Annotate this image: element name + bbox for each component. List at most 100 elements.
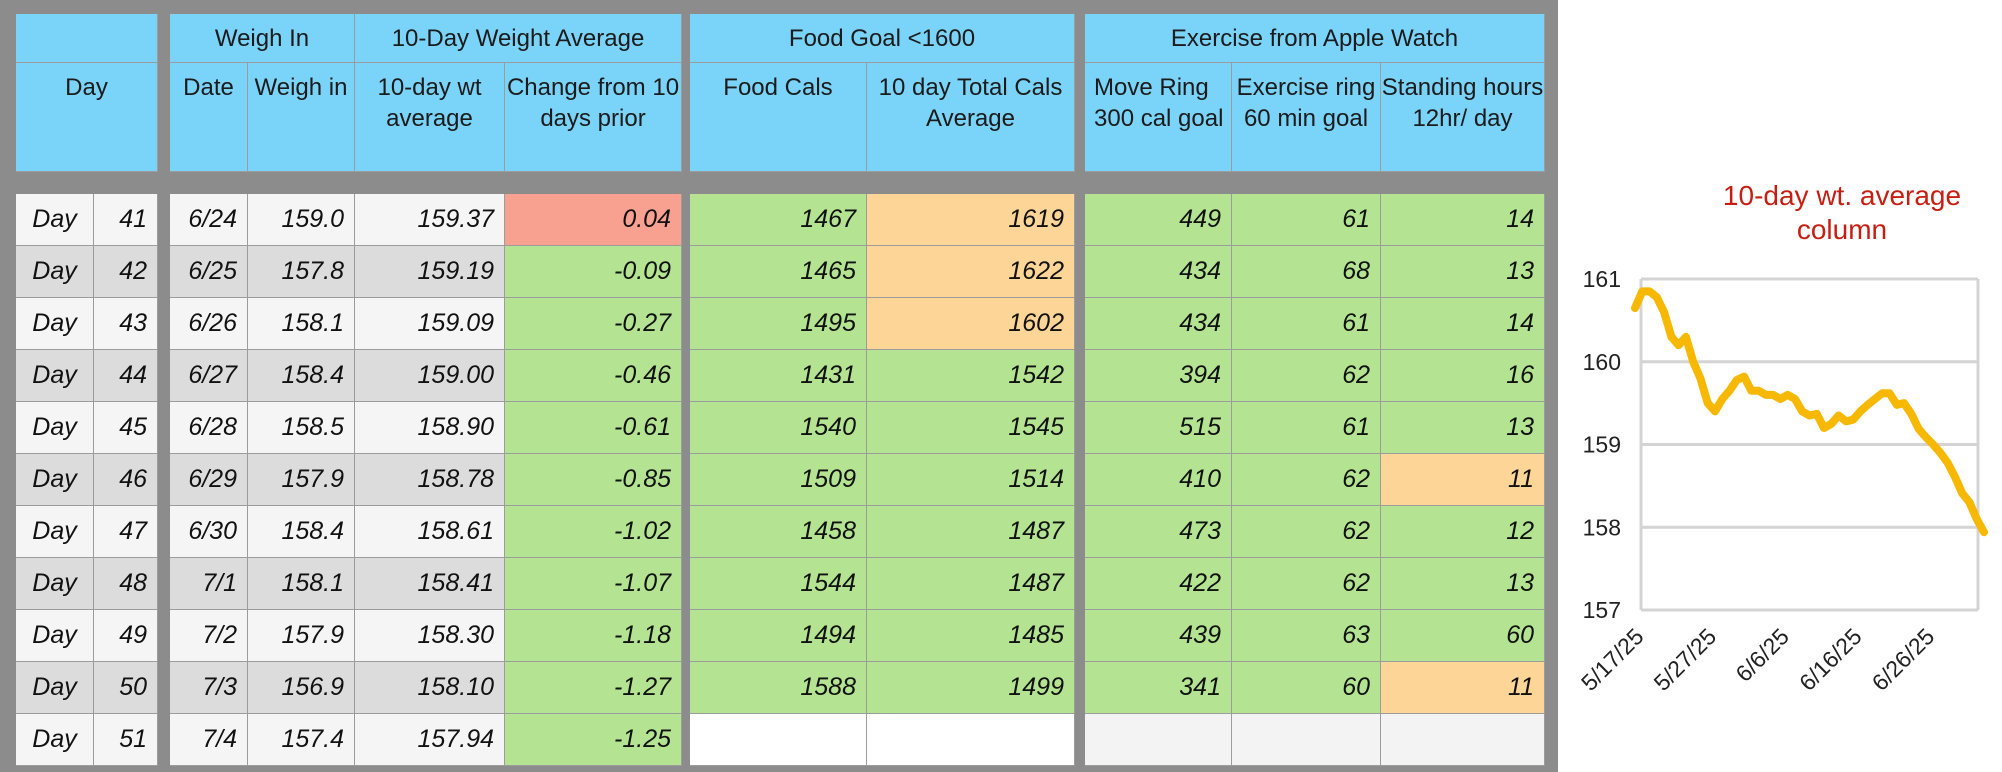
cell-move[interactable]: 473 (1085, 506, 1232, 558)
cell-total[interactable]: 1619 (867, 194, 1075, 246)
column-header-10-day-average[interactable]: 10-day wt average (355, 63, 505, 172)
cell-weigh[interactable]: 158.4 (248, 506, 355, 558)
cell-num[interactable]: 44 (94, 350, 158, 402)
cell-weigh[interactable]: 158.1 (248, 298, 355, 350)
cell-avg[interactable]: 158.61 (355, 506, 505, 558)
cell-label[interactable]: Day (16, 714, 94, 766)
cell-stand[interactable]: 11 (1381, 662, 1545, 714)
cell-exring[interactable]: 62 (1232, 350, 1381, 402)
cell-avg[interactable]: 158.30 (355, 610, 505, 662)
cell-date[interactable]: 6/25 (170, 246, 248, 298)
cell-change[interactable]: -1.25 (505, 714, 682, 766)
cell-weigh[interactable]: 157.9 (248, 610, 355, 662)
cell-food[interactable]: 1431 (690, 350, 867, 402)
cell-label[interactable]: Day (16, 298, 94, 350)
cell-move[interactable]: 439 (1085, 610, 1232, 662)
cell-date[interactable]: 6/27 (170, 350, 248, 402)
cell-total[interactable]: 1485 (867, 610, 1075, 662)
cell-date[interactable]: 6/26 (170, 298, 248, 350)
cell-label[interactable]: Day (16, 610, 94, 662)
cell-date[interactable]: 6/28 (170, 402, 248, 454)
cell-change[interactable]: -1.07 (505, 558, 682, 610)
column-header-move-ring[interactable]: Move Ring 300 cal goal (1085, 63, 1232, 172)
column-header-10-day-total[interactable]: 10 day Total Cals Average (867, 63, 1075, 172)
cell-move[interactable]: 422 (1085, 558, 1232, 610)
cell-stand[interactable]: 12 (1381, 506, 1545, 558)
cell-num[interactable]: 50 (94, 662, 158, 714)
cell-num[interactable]: 49 (94, 610, 158, 662)
cell-total[interactable] (867, 714, 1075, 766)
cell-exring[interactable]: 62 (1232, 506, 1381, 558)
cell-label[interactable]: Day (16, 402, 94, 454)
cell-exring[interactable]: 62 (1232, 558, 1381, 610)
cell-label[interactable]: Day (16, 194, 94, 246)
cell-label[interactable]: Day (16, 662, 94, 714)
cell-weigh[interactable]: 156.9 (248, 662, 355, 714)
cell-total[interactable]: 1545 (867, 402, 1075, 454)
cell-exring[interactable]: 68 (1232, 246, 1381, 298)
cell-move[interactable]: 434 (1085, 298, 1232, 350)
cell-label[interactable]: Day (16, 558, 94, 610)
cell-stand[interactable]: 13 (1381, 402, 1545, 454)
cell-weigh[interactable]: 157.9 (248, 454, 355, 506)
cell-avg[interactable]: 157.94 (355, 714, 505, 766)
cell-avg[interactable]: 159.09 (355, 298, 505, 350)
cell-date[interactable]: 6/29 (170, 454, 248, 506)
cell-stand[interactable]: 14 (1381, 194, 1545, 246)
cell-stand[interactable]: 14 (1381, 298, 1545, 350)
cell-avg[interactable]: 158.41 (355, 558, 505, 610)
column-header-change[interactable]: Change from 10 days prior (505, 63, 682, 172)
cell-move[interactable]: 410 (1085, 454, 1232, 506)
cell-weigh[interactable]: 157.8 (248, 246, 355, 298)
cell-avg[interactable]: 159.19 (355, 246, 505, 298)
cell-num[interactable]: 41 (94, 194, 158, 246)
cell-total[interactable]: 1622 (867, 246, 1075, 298)
cell-food[interactable]: 1494 (690, 610, 867, 662)
cell-exring[interactable]: 62 (1232, 454, 1381, 506)
cell-label[interactable]: Day (16, 506, 94, 558)
cell-num[interactable]: 46 (94, 454, 158, 506)
cell-stand[interactable] (1381, 714, 1545, 766)
cell-exring[interactable]: 61 (1232, 402, 1381, 454)
cell-total[interactable]: 1487 (867, 506, 1075, 558)
cell-food[interactable]: 1467 (690, 194, 867, 246)
column-header-food-cals[interactable]: Food Cals (690, 63, 867, 172)
cell-change[interactable]: -0.46 (505, 350, 682, 402)
column-header-day[interactable]: Day (16, 63, 158, 172)
cell-exring[interactable]: 61 (1232, 298, 1381, 350)
cell-change[interactable]: -1.02 (505, 506, 682, 558)
cell-food[interactable]: 1588 (690, 662, 867, 714)
cell-stand[interactable]: 16 (1381, 350, 1545, 402)
column-header-weigh-in[interactable]: Weigh in (248, 63, 355, 172)
cell-food[interactable]: 1544 (690, 558, 867, 610)
cell-change[interactable]: -1.18 (505, 610, 682, 662)
group-header-exercise[interactable]: Exercise from Apple Watch (1085, 14, 1545, 63)
cell-date[interactable]: 6/24 (170, 194, 248, 246)
cell-num[interactable]: 48 (94, 558, 158, 610)
cell-move[interactable]: 341 (1085, 662, 1232, 714)
column-header-standing-hours[interactable]: Standing hours 12hr/ day (1381, 63, 1545, 172)
cell-avg[interactable]: 158.78 (355, 454, 505, 506)
cell-total[interactable]: 1602 (867, 298, 1075, 350)
cell-num[interactable]: 42 (94, 246, 158, 298)
cell-avg[interactable]: 158.90 (355, 402, 505, 454)
cell-stand[interactable]: 13 (1381, 558, 1545, 610)
group-header-food-goal[interactable]: Food Goal <1600 (690, 14, 1075, 63)
cell-date[interactable]: 7/1 (170, 558, 248, 610)
cell-total[interactable]: 1514 (867, 454, 1075, 506)
cell-food[interactable]: 1509 (690, 454, 867, 506)
cell-stand[interactable]: 11 (1381, 454, 1545, 506)
cell-exring[interactable] (1232, 714, 1381, 766)
cell-stand[interactable]: 60 (1381, 610, 1545, 662)
cell-food[interactable]: 1465 (690, 246, 867, 298)
cell-weigh[interactable]: 158.4 (248, 350, 355, 402)
cell-change[interactable]: 0.04 (505, 194, 682, 246)
cell-food[interactable]: 1495 (690, 298, 867, 350)
cell-num[interactable]: 47 (94, 506, 158, 558)
cell-weigh[interactable]: 157.4 (248, 714, 355, 766)
cell-num[interactable]: 51 (94, 714, 158, 766)
cell-exring[interactable]: 61 (1232, 194, 1381, 246)
cell-total[interactable]: 1542 (867, 350, 1075, 402)
cell-num[interactable]: 43 (94, 298, 158, 350)
cell-move[interactable] (1085, 714, 1232, 766)
